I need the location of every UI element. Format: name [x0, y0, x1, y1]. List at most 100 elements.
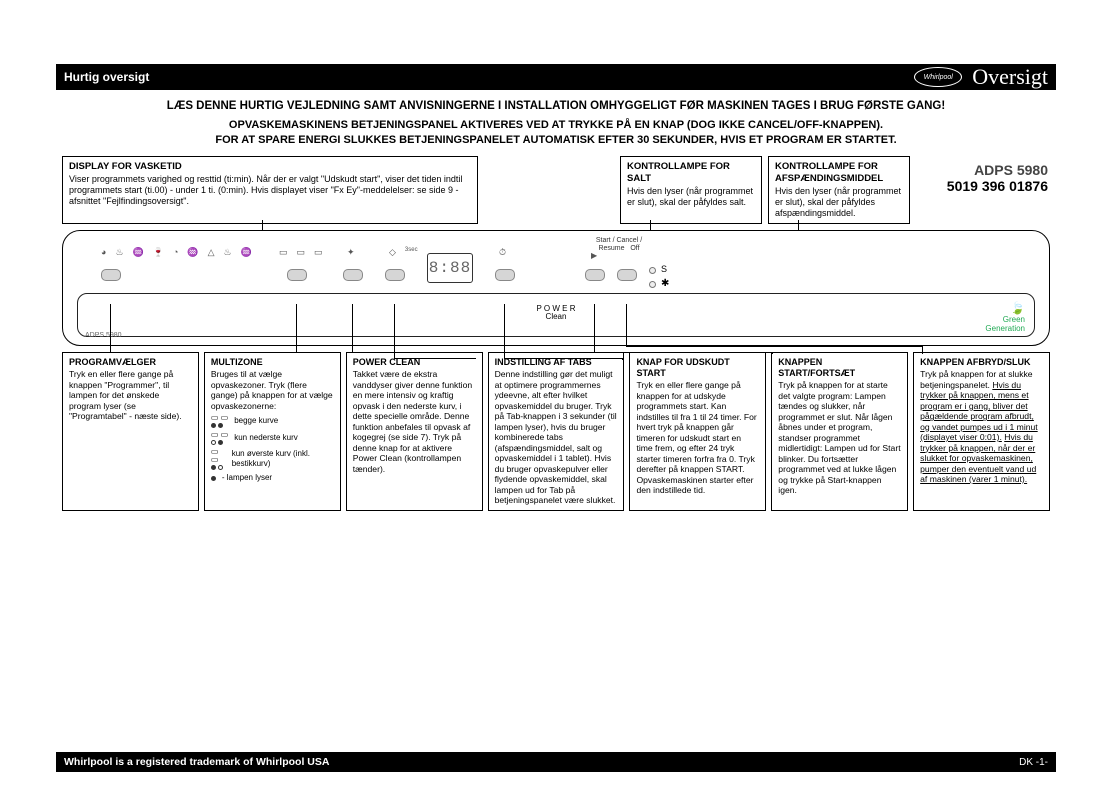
- box-title: MULTIZONE: [211, 357, 334, 368]
- rack-icon: ▭: [314, 247, 323, 258]
- header-title-right: Oversigt: [972, 64, 1048, 90]
- warning-banner: LÆS DENNE HURTIG VEJLEDNING SAMT ANVISNI…: [56, 90, 1056, 114]
- delay-start-button[interactable]: [495, 269, 515, 281]
- connector-line: [504, 358, 622, 359]
- connector-line: [352, 304, 353, 352]
- program-select-button[interactable]: [101, 269, 121, 281]
- box-cancel-off: KNAPPEN AFBRYD/SLUK Tryk på knappen for …: [913, 352, 1050, 510]
- box-body: Tryk en eller flere gange på knappen "Pr…: [69, 369, 182, 421]
- box-salt-indicator: KONTROLLAMPE FOR SALT Hvis den lyser (nå…: [620, 156, 762, 225]
- program-icon: 🍷: [153, 247, 164, 258]
- program-icon: ◕: [101, 247, 106, 258]
- led-dot-icon: [211, 476, 216, 481]
- panel-frame: Start / Cancel / Resume Off ◕ ♨ ♒ 🍷 ◔ ♒ …: [62, 230, 1050, 346]
- mz-label: begge kurve: [234, 416, 278, 426]
- tabs-button[interactable]: [385, 269, 405, 281]
- green-gen-text: Green Generation: [985, 315, 1025, 333]
- powerclean-button[interactable]: [343, 269, 363, 281]
- box-title: KONTROLLAMPE FOR AFSPÆNDINGSMIDDEL: [775, 161, 903, 185]
- sub-banner-line2: FOR AT SPARE ENERGI SLUKKES BETJENINGSPA…: [215, 134, 896, 146]
- header-right: Whirlpool Oversigt: [914, 64, 1048, 90]
- box-title: KNAP FOR UDSKUDT START: [636, 357, 759, 379]
- multizone-led-note: - lampen lyser: [211, 473, 334, 483]
- rack-icon: ▭: [297, 247, 306, 258]
- box-body: Hvis den lyser (når programmet er slut),…: [775, 186, 901, 219]
- cancel-off-button[interactable]: [617, 269, 637, 281]
- tabs-icon: ◇3sec: [389, 247, 418, 258]
- salt-led-icon: [649, 267, 656, 274]
- connector-line: [626, 346, 922, 347]
- box-powerclean: POWER CLEAN Takket være de ekstra vanddy…: [346, 352, 483, 510]
- rack-icon: ▭ ▭: [211, 414, 228, 428]
- led-note-text: - lampen lyser: [222, 473, 272, 483]
- connector-line: [922, 346, 923, 354]
- time-display: 8:88: [427, 253, 473, 283]
- program-icon: △: [208, 247, 215, 258]
- box-body: Viser programmets varighed og resttid (t…: [69, 174, 462, 207]
- rinse-led-icon: [649, 281, 656, 288]
- program-icon: ♒: [187, 247, 198, 258]
- connector-line: [504, 304, 505, 358]
- header-left: Hurtig oversigt: [64, 70, 149, 84]
- sub-banner: OPVASKEMASKINENS BETJENINGSPANEL AKTIVER…: [56, 114, 1056, 156]
- model-info: ADPS 5980 5019 396 01876: [916, 156, 1050, 225]
- box-body: Hvis den lyser (når programmet er slut),…: [627, 186, 753, 207]
- connector-line: [110, 304, 111, 352]
- connector-line: [594, 304, 595, 352]
- multizone-row: ▭ ▭ kun øverste kurv (inkl. bestikkurv): [211, 448, 334, 470]
- mz-label: kun nederste kurv: [234, 433, 298, 443]
- rinse-symbol-icon: ✱: [661, 278, 669, 289]
- box-body: Bruges til at vælge opvaskezoner. Tryk (…: [211, 369, 333, 410]
- box-title: KNAPPEN AFBRYD/SLUK: [920, 357, 1043, 368]
- play-icon: ▶: [591, 251, 597, 260]
- rack-icon: ▭ ▭: [211, 448, 226, 470]
- box-tabs-setting: INDSTILLING AF TABS Denne indstilling gø…: [488, 352, 625, 510]
- box-body: Tryk på knappen for at starte det valgte…: [778, 380, 900, 495]
- powerclean-icon: ✦: [347, 247, 355, 258]
- multizone-row: ▭ ▭ kun nederste kurv: [211, 431, 334, 445]
- box-display-wash-time: DISPLAY FOR VASKETID Viser programmets v…: [62, 156, 478, 225]
- box-body: Takket være de ekstra vanddyser giver de…: [353, 369, 472, 473]
- program-icon: ♒: [133, 247, 144, 258]
- model-partno: 5019 396 01876: [916, 178, 1048, 194]
- program-icon: ◔: [173, 247, 178, 258]
- program-icon: ♒: [241, 247, 252, 258]
- header-bar: Hurtig oversigt Whirlpool Oversigt: [56, 64, 1056, 90]
- connector-line: [296, 304, 297, 352]
- panel-model-small: ADPS 5980: [85, 332, 122, 339]
- multizone-icons: ▭ ▭ ▭: [279, 247, 323, 258]
- connector-line: [394, 304, 395, 358]
- box-body: Tryk en eller flere gange på knappen for…: [636, 380, 756, 495]
- box-body: Denne indstilling gør det muligt at opti…: [495, 369, 617, 505]
- box-start-resume: KNAPPEN START/FORTSÆT Tryk på knappen fo…: [771, 352, 908, 510]
- box-title: KONTROLLAMPE FOR SALT: [627, 161, 755, 185]
- page: Hurtig oversigt Whirlpool Oversigt LÆS D…: [0, 0, 1112, 800]
- footer-bar: Whirlpool is a registered trademark of W…: [56, 752, 1056, 772]
- control-panel-diagram: Start / Cancel / Resume Off ◕ ♨ ♒ 🍷 ◔ ♒ …: [62, 230, 1050, 346]
- salt-symbol-icon: S: [661, 264, 667, 274]
- rack-icon: ▭: [279, 247, 288, 258]
- connector-line: [594, 352, 772, 353]
- powerclean-strip-label: P O W E R Clean: [537, 305, 576, 321]
- box-title: PROGRAMVÆLGER: [69, 357, 192, 368]
- connector-line: [772, 352, 773, 354]
- start-resume-button[interactable]: [585, 269, 605, 281]
- box-delay-start: KNAP FOR UDSKUDT START Tryk en eller fle…: [629, 352, 766, 510]
- program-icon: ♨: [224, 247, 232, 258]
- program-icon: ♨: [115, 247, 123, 258]
- top-callouts-row: DISPLAY FOR VASKETID Viser programmets v…: [56, 156, 1056, 225]
- multizone-button[interactable]: [287, 269, 307, 281]
- multizone-row: ▭ ▭ begge kurve: [211, 414, 334, 428]
- whirlpool-logo-icon: Whirlpool: [914, 67, 962, 87]
- footer-right: DK -1-: [1019, 757, 1048, 768]
- model-name: ADPS 5980: [916, 162, 1048, 178]
- program-icons-row: ◕ ♨ ♒ 🍷 ◔ ♒ △ ♨ ♒: [101, 247, 252, 258]
- sub-banner-line1: OPVASKEMASKINENS BETJENINGSPANEL AKTIVER…: [229, 119, 883, 131]
- lower-callouts-row: PROGRAMVÆLGER Tryk en eller flere gange …: [56, 352, 1056, 510]
- spacer: [484, 156, 614, 225]
- connector-line: [626, 304, 627, 346]
- box-title: DISPLAY FOR VASKETID: [69, 161, 471, 173]
- rack-icon: ▭ ▭: [211, 431, 228, 445]
- connector-line: [394, 358, 476, 359]
- green-generation-icon: 🍃 Green Generation: [985, 301, 1025, 333]
